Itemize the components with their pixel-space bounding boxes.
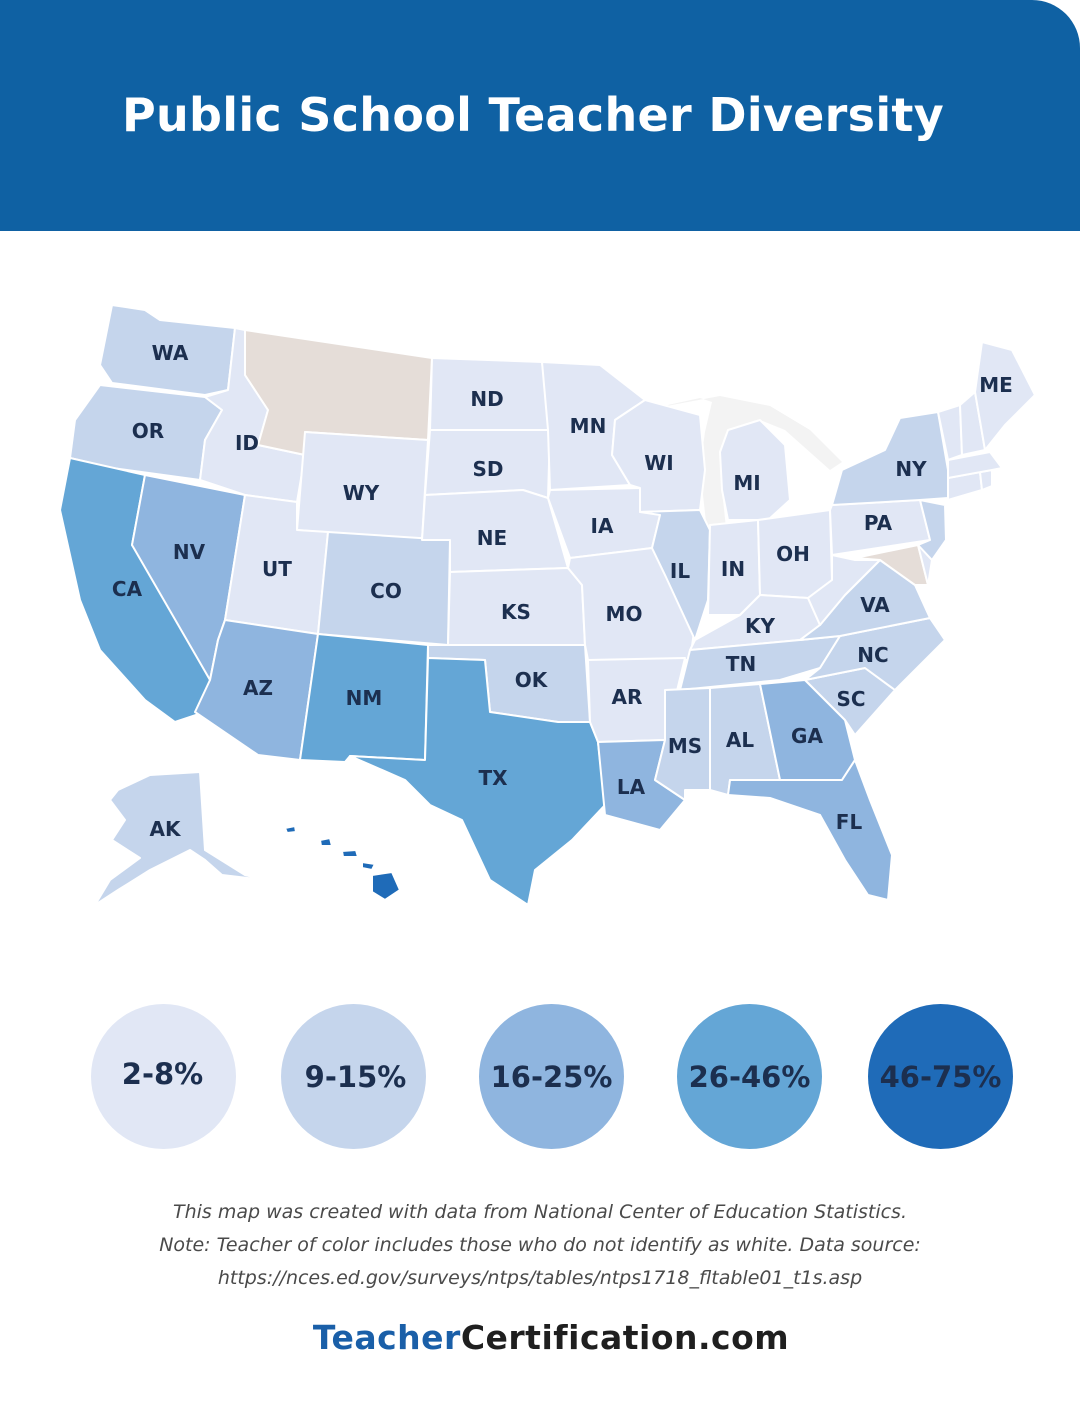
state-TX[interactable] [349, 657, 606, 906]
label-CA: CA [112, 577, 143, 601]
legend-label: 46-75% [879, 1059, 1002, 1094]
label-IL: IL [670, 559, 690, 583]
legend-bin-2: 9-15% [281, 1004, 426, 1149]
state-ME[interactable] [974, 341, 1036, 451]
state-NY[interactable] [831, 411, 949, 506]
brand-part-2: Certification.com [460, 1318, 790, 1357]
us-map: WA OR CA NV ID WY UT AZ CO NM ND SD NE K… [0, 290, 1080, 930]
legend: 2-8% 9-15% 16-25% 26-46% 46-75% [0, 1004, 1080, 1154]
label-AL: AL [726, 728, 754, 752]
label-IA: IA [591, 514, 614, 538]
legend-bin-5: 46-75% [868, 1004, 1013, 1149]
great-lakes [645, 396, 842, 532]
label-SC: SC [836, 687, 865, 711]
label-LA: LA [617, 775, 646, 799]
label-WI: WI [644, 451, 674, 475]
label-ID: ID [235, 431, 259, 455]
brand-logo[interactable]: TeacherCertification.com [0, 1318, 1080, 1357]
state-AK[interactable] [94, 771, 266, 906]
state-MD[interactable] [854, 544, 929, 586]
label-MN: MN [570, 414, 607, 438]
legend-bin-3: 16-25% [479, 1004, 624, 1149]
label-AR: AR [612, 685, 643, 709]
label-AK: AK [150, 817, 182, 841]
label-OR: OR [132, 419, 164, 443]
state-RI[interactable] [979, 469, 993, 491]
state-HI[interactable] [284, 825, 401, 901]
source-note: This map was created with data from Nati… [60, 1196, 1020, 1295]
label-SD: SD [472, 457, 503, 481]
label-KS: KS [501, 600, 531, 624]
legend-label: 2-8% [121, 1056, 204, 1091]
state-MI[interactable] [719, 419, 791, 521]
label-VA: VA [860, 593, 890, 617]
state-labels: WA OR CA NV ID WY UT AZ CO NM ND SD NE K… [112, 341, 1013, 841]
label-OH: OH [776, 542, 810, 566]
legend-bin-1: 2-8% [91, 1004, 236, 1149]
label-PA: PA [864, 511, 893, 535]
label-GA: GA [791, 724, 823, 748]
legend-label: 16-25% [490, 1059, 613, 1094]
label-MS: MS [668, 734, 702, 758]
legend-bin-4: 26-46% [677, 1004, 822, 1149]
label-OK: OK [515, 668, 549, 692]
state-MA[interactable] [947, 451, 1003, 479]
state-FL[interactable] [727, 759, 893, 901]
label-MO: MO [606, 602, 643, 626]
label-ME: ME [979, 373, 1013, 397]
label-NY: NY [895, 457, 927, 481]
label-WY: WY [343, 481, 380, 505]
label-NC: NC [857, 643, 888, 667]
legend-label: 26-46% [688, 1059, 811, 1094]
label-FL: FL [836, 810, 863, 834]
label-CO: CO [370, 579, 402, 603]
note-line-1: This map was created with data from Nati… [172, 1201, 907, 1223]
label-WA: WA [152, 341, 189, 365]
brand-part-1: Teacher [312, 1318, 461, 1357]
legend-label: 9-15% [304, 1059, 407, 1094]
page-title: Public School Teacher Diversity [121, 88, 944, 142]
label-NM: NM [346, 686, 383, 710]
header-banner: Public School Teacher Diversity [0, 0, 1080, 231]
note-line-2: Note: Teacher of color includes those wh… [159, 1234, 921, 1256]
label-IN: IN [721, 557, 745, 581]
us-map-svg: WA OR CA NV ID WY UT AZ CO NM ND SD NE K… [59, 304, 1036, 906]
label-KY: KY [745, 614, 775, 638]
state-NJ[interactable] [917, 499, 947, 561]
label-ND: ND [470, 387, 503, 411]
label-NE: NE [477, 526, 507, 550]
label-AZ: AZ [243, 676, 273, 700]
note-line-3[interactable]: https://nces.ed.gov/surveys/ntps/tables/… [217, 1267, 863, 1289]
label-MI: MI [733, 471, 760, 495]
label-TX: TX [478, 766, 508, 790]
label-UT: UT [262, 557, 292, 581]
label-NV: NV [173, 540, 206, 564]
label-TN: TN [726, 652, 756, 676]
